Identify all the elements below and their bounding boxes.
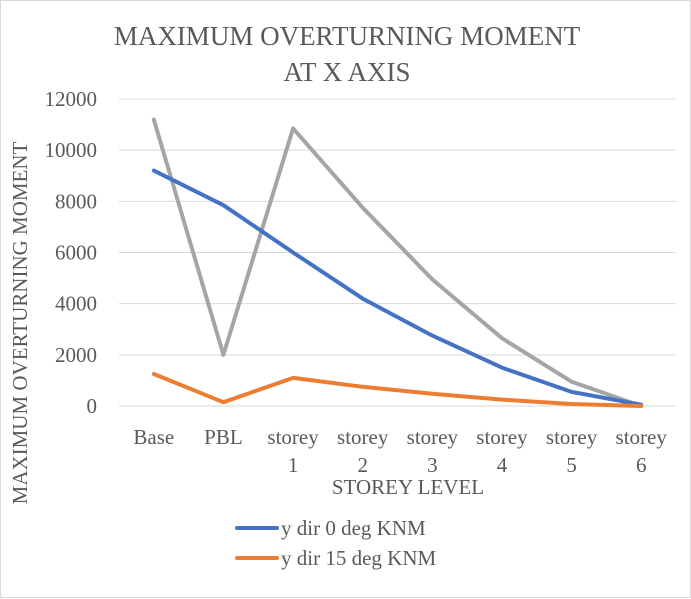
x-tick-label: 1 — [288, 453, 299, 477]
x-axis-title: STOREY LEVEL — [332, 475, 484, 499]
x-tick-label: 2 — [357, 453, 368, 477]
x-tick-label: storey — [337, 425, 389, 449]
x-tick-label: storey — [546, 425, 598, 449]
x-tick-label: 5 — [566, 453, 577, 477]
legend-label: y dir 15 deg KNM — [281, 546, 436, 570]
y-tick-label: 6000 — [55, 241, 97, 265]
series-line-3 — [151, 117, 644, 408]
x-tick-label: storey — [407, 425, 459, 449]
legend: y dir 0 deg KNM y dir 15 deg KNM — [235, 516, 436, 570]
y-tick-label: 12000 — [45, 87, 98, 111]
x-tick-label: 4 — [497, 453, 508, 477]
x-tick-label: storey — [616, 425, 668, 449]
y-tick-label: 0 — [87, 394, 98, 418]
x-tick-label: storey — [267, 425, 319, 449]
x-tick-label: 6 — [636, 453, 647, 477]
y-tick-label: 8000 — [55, 189, 97, 213]
series-lines — [151, 117, 644, 408]
gridlines — [119, 98, 676, 407]
x-tick-label: storey — [476, 425, 528, 449]
y-tick-label: 10000 — [45, 138, 98, 162]
series-line-1 — [151, 168, 644, 407]
chart-title-line-2: AT X AXIS — [283, 57, 410, 87]
y-axis-title: MAXIMUM OVERTURNING MOMENT — [8, 141, 32, 504]
y-tick-label: 4000 — [55, 292, 97, 316]
x-tick-label: PBL — [204, 425, 243, 449]
series-line-2 — [151, 372, 644, 408]
legend-label: y dir 0 deg KNM — [281, 516, 426, 540]
x-tick-label: Base — [133, 425, 174, 449]
x-tick-label: 3 — [427, 453, 438, 477]
y-axis-ticks: 0 2000 4000 6000 8000 10000 12000 — [45, 87, 98, 418]
x-axis-ticks: Base PBL storey 1 storey 2 storey 3 storey 4 store… — [133, 425, 667, 477]
chart-title-line-1: MAXIMUM OVERTURNING MOMENT — [114, 21, 581, 51]
y-tick-label: 2000 — [55, 343, 97, 367]
